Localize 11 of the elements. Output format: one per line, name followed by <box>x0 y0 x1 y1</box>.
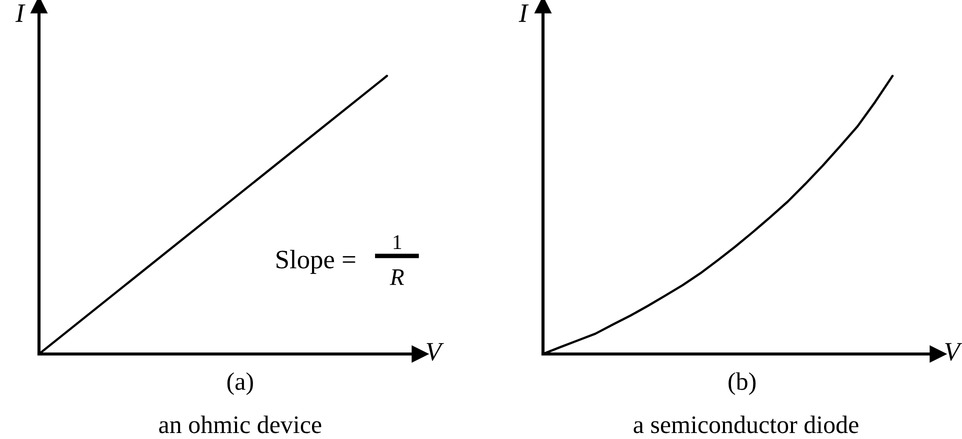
text: (b) <box>728 372 756 396</box>
x-axis-title: V <box>945 343 962 361</box>
x-axis-title: V <box>426 343 444 361</box>
annotation: 1 <box>394 235 402 249</box>
annotation: Slope = <box>276 250 356 274</box>
text: a semiconductor diode <box>634 416 858 434</box>
annotation: R <box>390 269 404 285</box>
y-axis-title: I <box>15 4 26 22</box>
text: (a) <box>227 372 253 396</box>
y-axis-title: I <box>518 4 529 22</box>
text: an ohmic device <box>159 416 322 434</box>
